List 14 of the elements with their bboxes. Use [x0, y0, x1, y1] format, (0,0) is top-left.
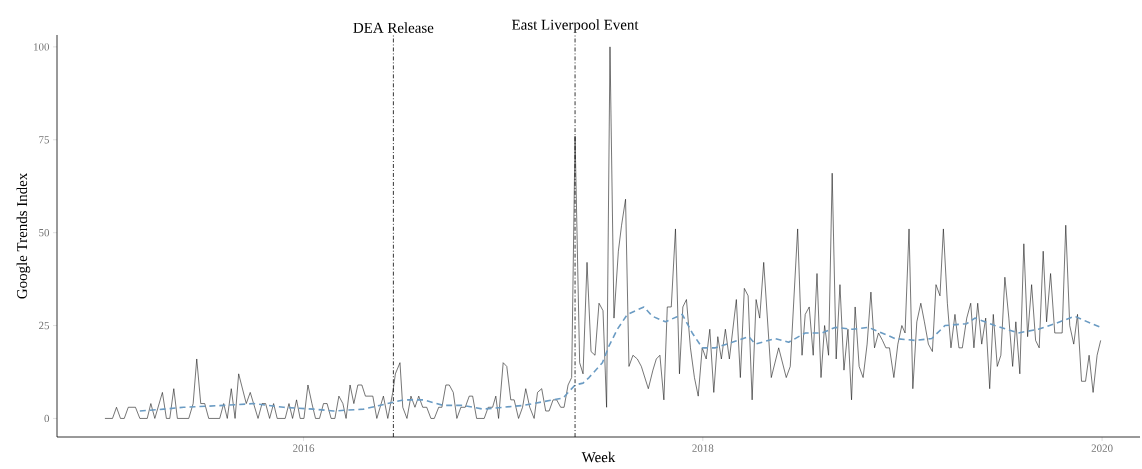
- y-tick-label: 0: [44, 414, 50, 423]
- line-series: [104, 46, 1101, 419]
- line-series: [139, 306, 1102, 412]
- ref-line-label: East Liverpool Event: [511, 19, 639, 33]
- y-tick-label: 50: [39, 228, 50, 237]
- x-tick-label: 2018: [692, 444, 714, 452]
- y-tick-label: 75: [39, 136, 50, 144]
- y-axis-title: Google Trends Index: [16, 172, 31, 299]
- x-tick-label: 2016: [293, 444, 315, 452]
- y-tick-label: 100: [34, 43, 50, 51]
- x-axis-title: Week: [581, 451, 616, 463]
- ref-line-label: DEA Release: [353, 22, 434, 33]
- y-tick-label: 25: [39, 321, 50, 330]
- x-tick-label: 2020: [1091, 444, 1113, 452]
